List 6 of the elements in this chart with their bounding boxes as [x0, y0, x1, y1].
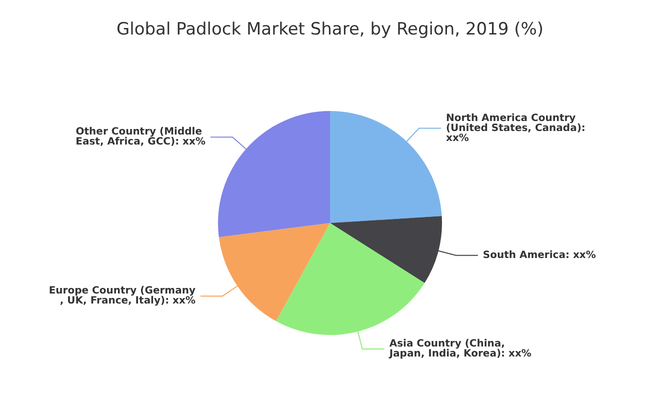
slice-label: Europe Country (Germany, UK, France, Italy): xx%	[48, 286, 196, 307]
slice-label: Other Country (Middle East, Africa, GCC): xx%	[76, 126, 206, 148]
slice-label: North America Country (United States, Canada): xx%	[446, 112, 589, 144]
chart-title: Global Padlock Market Share, by Region, 2019 (%)	[116, 20, 544, 40]
slice-label: Asia Country (China, Japan, India, Korea): xx%	[388, 338, 532, 360]
slice-label: South America: xx%	[482, 250, 596, 261]
